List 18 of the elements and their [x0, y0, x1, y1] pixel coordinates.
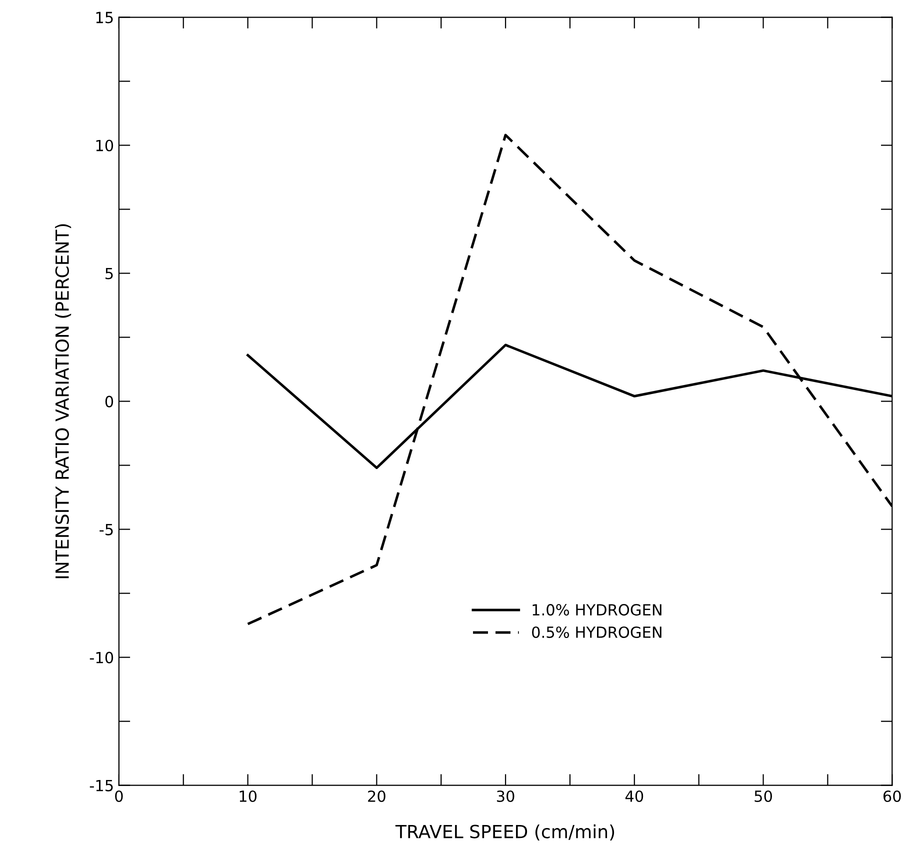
x-tick-label: 50 [754, 790, 772, 802]
x-tick-label: 40 [625, 790, 644, 802]
y-tick-label: -5 [100, 524, 113, 536]
y-tick-label: 0 [105, 396, 114, 408]
legend-label: 1.0% HYDROGEN [532, 604, 662, 616]
y-tick-label: 5 [106, 268, 113, 280]
y-tick-label: -15 [90, 780, 113, 792]
x-tick-label: 60 [883, 790, 901, 802]
x-tick-label: 30 [496, 790, 514, 802]
y-axis-title: INTENSITY RATIO VARIATION (PERCENT) [55, 224, 72, 578]
x-tick-label: 0 [115, 790, 123, 802]
x-axis-title: TRAVEL SPEED (cm/min) [395, 824, 614, 841]
y-tick-label: 15 [96, 12, 113, 24]
y-tick-label: -10 [90, 652, 114, 664]
y-tick-label: 10 [96, 140, 114, 152]
x-tick-label: 20 [368, 790, 386, 802]
x-tick-label: 10 [240, 790, 257, 802]
legend-label: 0.5% HYDROGEN [532, 626, 662, 638]
